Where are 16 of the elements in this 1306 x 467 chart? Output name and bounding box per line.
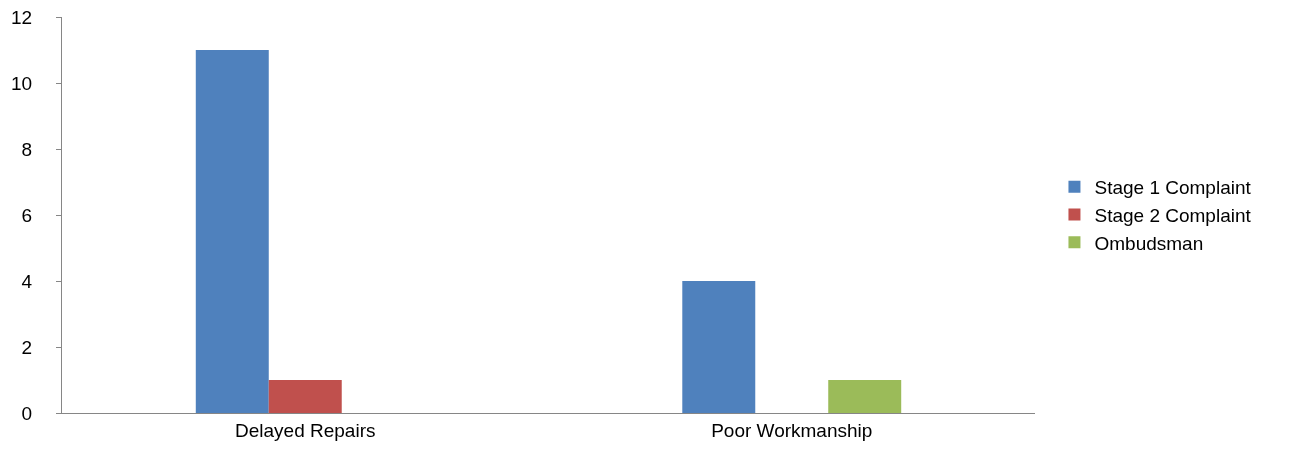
- bar: [195, 50, 269, 413]
- bar: [828, 380, 902, 413]
- bar: [682, 281, 756, 413]
- legend-label: Stage 1 Complaint: [1094, 177, 1252, 199]
- y-tick-label: 4: [21, 270, 33, 292]
- y-tick-label: 8: [21, 138, 33, 160]
- y-tick-label: 6: [21, 204, 33, 226]
- x-tick-label: Delayed Repairs: [235, 419, 376, 441]
- y-tick-label: 2: [21, 336, 33, 358]
- legend-label: Ombudsman: [1094, 232, 1204, 254]
- x-tick-label: Poor Workmanship: [711, 419, 873, 441]
- y-tick-label: 12: [11, 6, 33, 28]
- bar: [268, 380, 342, 413]
- y-tick-label: 0: [21, 402, 33, 424]
- legend-label: Stage 2 Complaint: [1094, 204, 1252, 226]
- y-tick-label: 10: [11, 72, 33, 94]
